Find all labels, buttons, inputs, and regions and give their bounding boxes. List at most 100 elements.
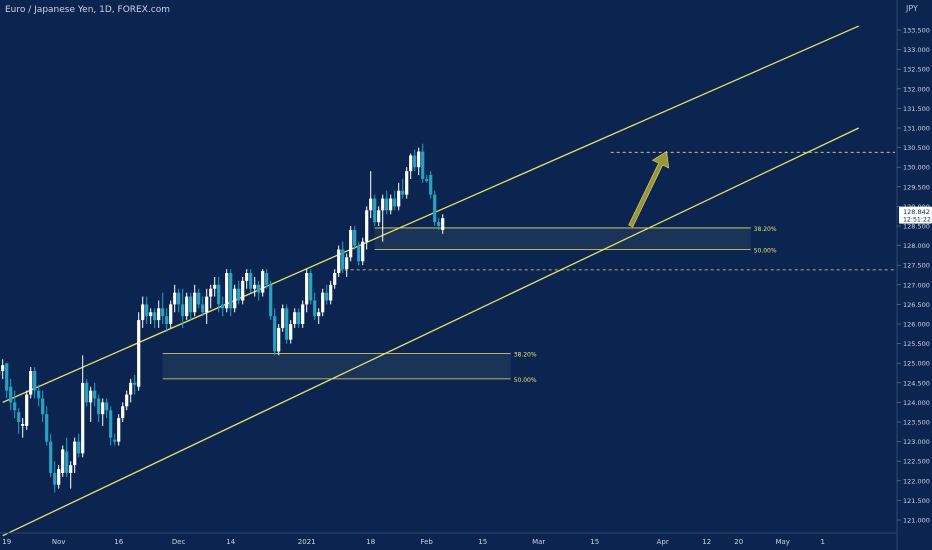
candle-body	[357, 245, 361, 262]
fib-zone-1	[374, 227, 751, 250]
candle-body	[413, 155, 417, 168]
candle-body	[1, 365, 5, 372]
candle-77	[301, 300, 305, 328]
candle-body	[169, 304, 173, 324]
candle-body	[29, 371, 33, 395]
candle-body	[213, 284, 217, 289]
candle-17	[61, 445, 65, 477]
price-tick-10: 126.000	[903, 321, 930, 329]
candle-body	[173, 292, 177, 305]
candle-body	[325, 292, 329, 301]
candle-76	[297, 308, 301, 328]
candle-68	[265, 269, 269, 289]
candle-108	[425, 175, 429, 183]
target-arrow	[628, 151, 670, 228]
candle-body	[41, 398, 45, 415]
candle-body	[393, 198, 397, 207]
candle-body	[437, 222, 441, 226]
candle-body	[433, 194, 437, 223]
price-axis[interactable]: 121.000 121.500 122.000 122.500 123.000 123.5…	[896, 0, 932, 550]
candle-31	[117, 414, 121, 446]
candle-body	[177, 292, 181, 305]
price-tick-5: 123.500	[903, 419, 930, 427]
price-tick-3: 122.500	[903, 458, 930, 466]
candle-84	[329, 280, 333, 305]
fib-label-bottom-0: 50.00%	[514, 377, 537, 384]
time-tick-7: Feb	[420, 538, 433, 546]
candle-104	[409, 153, 413, 179]
price-tick-8: 125.000	[903, 360, 930, 368]
candle-45	[173, 284, 177, 313]
candle-body	[301, 304, 305, 324]
candle-body	[205, 296, 209, 313]
candle-30	[113, 433, 117, 446]
candle-82	[321, 288, 325, 317]
time-tick-13: 20	[734, 538, 743, 546]
candle-72	[281, 304, 285, 332]
candle-body	[189, 296, 193, 313]
candle-body	[161, 308, 165, 317]
candle-body	[125, 394, 129, 407]
time-tick-8: 15	[478, 538, 487, 546]
price-tick-12: 127.000	[903, 281, 930, 289]
candle-body	[377, 210, 381, 223]
candle-24	[89, 386, 93, 422]
candle-36	[137, 312, 141, 391]
candle-28	[105, 398, 109, 419]
candle-body	[245, 273, 249, 281]
current-price-text: 128.842	[903, 208, 930, 216]
candle-body	[261, 271, 265, 293]
candle-body	[37, 390, 41, 399]
candle-body	[333, 273, 337, 285]
candle-67	[261, 269, 265, 297]
price-tick-6: 124.000	[903, 399, 930, 407]
candle-19	[69, 461, 73, 489]
time-tick-0: 19	[2, 538, 11, 546]
candle-56	[217, 276, 221, 313]
candle-112	[441, 214, 445, 234]
candle-89	[349, 226, 353, 262]
candle-80	[313, 292, 317, 321]
candle-body	[101, 402, 105, 415]
candle-body	[425, 178, 429, 181]
candle-body	[389, 198, 393, 211]
candle-body	[105, 402, 109, 411]
candle-body	[385, 198, 389, 211]
candle-body	[217, 284, 221, 305]
candle-73	[285, 304, 289, 344]
candle-body	[361, 241, 365, 262]
candle-52	[201, 296, 205, 317]
candle-50	[193, 284, 197, 317]
candle-body	[233, 288, 237, 309]
candle-110	[433, 190, 437, 226]
price-tick-22: 132.000	[903, 85, 930, 93]
candle-102	[401, 178, 405, 199]
candle-body	[265, 273, 269, 285]
candle-69	[269, 280, 273, 321]
candle-62	[241, 276, 245, 305]
candle-88	[345, 253, 349, 277]
price-tick-18: 130.000	[903, 164, 930, 172]
candle-53	[205, 288, 209, 324]
candle-94	[369, 171, 373, 219]
time-tick-12: 12	[702, 538, 711, 546]
candle-75	[293, 308, 297, 328]
candle-40	[153, 308, 157, 328]
time-axis[interactable]: 19 Nov 16 Dec 14 2021 18 Feb 15 Mar 15 Apr 12 20 May 1	[0, 532, 897, 546]
candle-91	[357, 241, 361, 266]
candle-body	[305, 273, 309, 305]
candle-body	[353, 229, 357, 246]
candle-7	[21, 418, 25, 438]
price-tick-9: 125.500	[903, 340, 930, 348]
candle-59	[229, 269, 233, 317]
candle-body	[65, 451, 69, 473]
candle-body	[281, 308, 285, 328]
candle-98	[385, 190, 389, 215]
price-channel	[2, 25, 859, 537]
candle-body	[97, 398, 101, 415]
candle-15	[53, 461, 57, 493]
candle-body	[237, 288, 241, 301]
candle-body	[221, 304, 225, 309]
time-tick-1: Nov	[52, 538, 66, 546]
